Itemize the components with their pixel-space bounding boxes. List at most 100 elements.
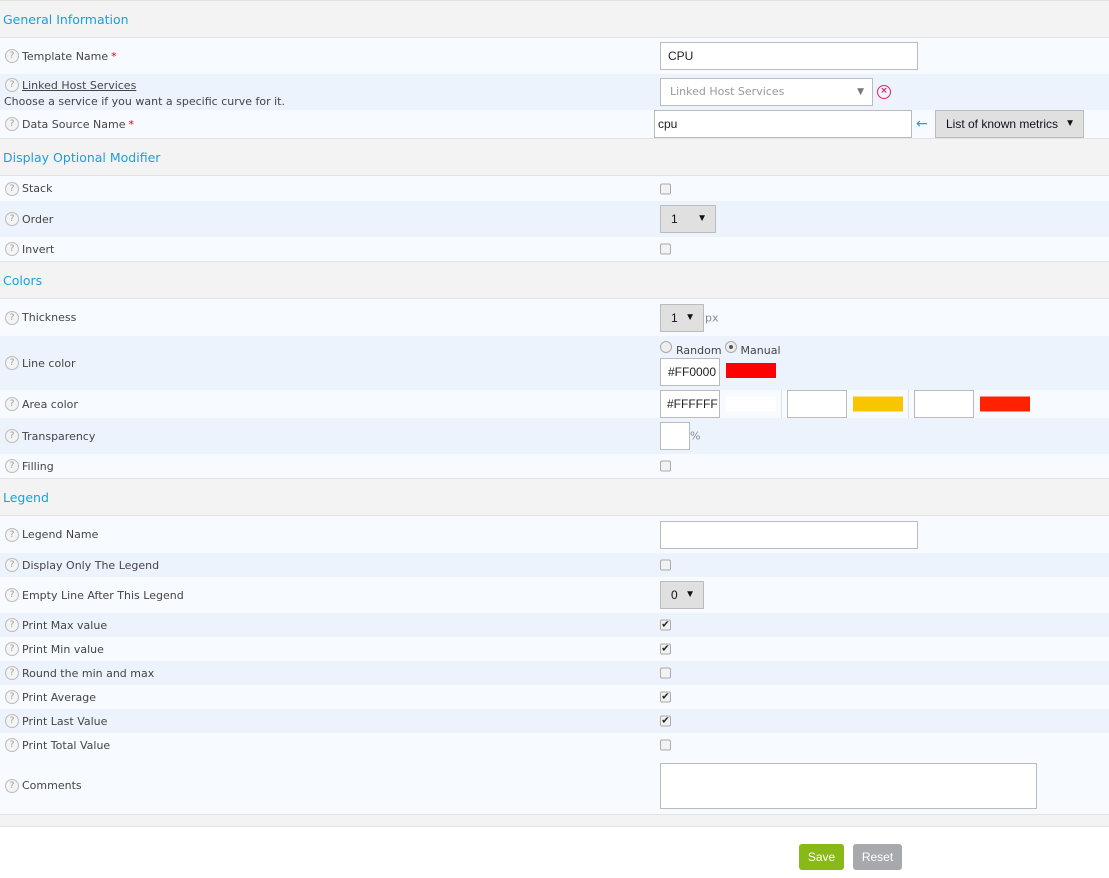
invert-checkbox[interactable] <box>660 243 671 255</box>
row-template-name: ? Template Name * CPU <box>0 38 1109 74</box>
section-display-optional-modifier: Display Optional Modifier <box>0 138 1109 176</box>
known-metrics-select[interactable]: List of known metrics ▼ <box>935 110 1084 138</box>
help-icon[interactable]: ? <box>5 242 19 256</box>
divider <box>908 390 909 418</box>
linked-host-services-select[interactable]: Linked Host Services ▼ <box>660 78 873 106</box>
help-icon[interactable]: ? <box>5 738 19 752</box>
required-mark: * <box>111 49 117 63</box>
label: Area color <box>22 397 78 411</box>
comments-textarea[interactable] <box>660 762 1037 809</box>
empty-line-select[interactable]: 0 ▼ <box>660 581 704 609</box>
help-icon[interactable]: ? <box>5 778 19 793</box>
print-last-checkbox[interactable]: ✔ <box>660 715 671 727</box>
section-general-information: General Information <box>0 0 1109 38</box>
area-color-swatch[interactable] <box>726 396 776 412</box>
label: Data Source Name <box>22 117 126 131</box>
help-icon[interactable]: ? <box>5 459 19 473</box>
print-max-checkbox[interactable]: ✔ <box>660 619 671 631</box>
divider <box>781 390 782 418</box>
caret-down-icon: ▼ <box>697 213 707 224</box>
help-icon[interactable]: ? <box>5 78 19 92</box>
row-print-last: ? Print Last Value ✔ <box>0 709 1109 733</box>
help-icon[interactable]: ? <box>5 49 19 63</box>
linked-host-services-link[interactable]: Linked Host Services <box>22 78 137 92</box>
help-icon[interactable]: ? <box>5 397 19 411</box>
line-color-input[interactable]: #FF0000 <box>660 358 720 386</box>
section-colors: Colors <box>0 261 1109 299</box>
row-invert: ? Invert <box>0 237 1109 261</box>
row-filling: ? Filling <box>0 454 1109 478</box>
label: Print Last Value <box>22 714 108 728</box>
row-thickness: ? Thickness 1 ▼ px <box>0 299 1109 336</box>
transparency-input[interactable] <box>660 422 690 450</box>
label: Print Max value <box>22 618 108 632</box>
row-print-average: ? Print Average ✔ <box>0 685 1109 709</box>
row-line-color: ? Line color Random Manual #FF0000 <box>0 336 1109 390</box>
stack-checkbox[interactable] <box>660 183 671 194</box>
help-icon[interactable]: ? <box>5 642 19 656</box>
caret-down-icon: ▼ <box>685 589 695 600</box>
reset-button[interactable]: Reset <box>853 844 902 870</box>
label: Template Name <box>22 49 109 63</box>
select-value: 1 <box>671 310 678 325</box>
area-color-swatch-3[interactable] <box>980 396 1030 412</box>
help-icon[interactable]: ? <box>5 117 19 131</box>
help-icon[interactable]: ? <box>5 714 19 728</box>
label: Round the min and max <box>22 666 155 680</box>
section-legend: Legend <box>0 478 1109 516</box>
label: Order <box>22 212 54 226</box>
legend-name-input[interactable] <box>660 520 918 549</box>
line-color-swatch[interactable] <box>726 363 776 378</box>
filling-checkbox[interactable] <box>660 460 671 472</box>
arrow-left-icon[interactable]: ← <box>916 116 928 132</box>
save-button[interactable]: Save <box>799 844 844 870</box>
template-name-input[interactable]: CPU <box>660 42 918 70</box>
row-stack: ? Stack <box>0 176 1109 201</box>
manual-radio[interactable] <box>724 341 737 353</box>
random-label: Random <box>676 344 722 357</box>
label: Print Average <box>22 690 96 704</box>
help-icon[interactable]: ? <box>5 666 19 680</box>
display-only-legend-checkbox[interactable] <box>660 559 671 571</box>
area-color-input-3[interactable] <box>914 390 974 418</box>
row-print-min: ? Print Min value ✔ <box>0 637 1109 661</box>
help-icon[interactable]: ? <box>5 558 19 572</box>
row-empty-line: ? Empty Line After This Legend 0 ▼ <box>0 577 1109 613</box>
row-print-max: ? Print Max value ✔ <box>0 613 1109 637</box>
help-icon[interactable]: ? <box>5 212 19 226</box>
row-display-only-legend: ? Display Only The Legend <box>0 553 1109 577</box>
print-total-checkbox[interactable] <box>660 739 671 751</box>
print-average-checkbox[interactable]: ✔ <box>660 691 671 703</box>
help-icon[interactable]: ? <box>5 618 19 632</box>
select-value: List of known metrics <box>946 117 1059 131</box>
data-source-input[interactable]: cpu <box>654 110 912 138</box>
help-icon[interactable]: ? <box>5 588 19 602</box>
print-min-checkbox[interactable]: ✔ <box>660 643 671 655</box>
help-icon[interactable]: ? <box>5 356 19 370</box>
clear-icon[interactable]: × <box>877 85 891 99</box>
unit: px <box>705 311 719 324</box>
thickness-select[interactable]: 1 ▼ <box>660 303 704 332</box>
label: Display Only The Legend <box>22 558 160 572</box>
help-icon[interactable]: ? <box>5 690 19 704</box>
caret-down-icon: ▼ <box>1065 118 1075 129</box>
round-checkbox[interactable] <box>660 667 671 679</box>
row-linked-host-services: ? Linked Host Services Choose a service i… <box>0 74 1109 110</box>
help-icon[interactable]: ? <box>5 429 19 443</box>
description: Choose a service if you want a specific … <box>4 95 285 108</box>
order-select[interactable]: 1 ▼ <box>660 205 716 233</box>
row-order: ? Order 1 ▼ <box>0 201 1109 237</box>
label: Thickness <box>22 311 77 324</box>
help-icon[interactable]: ? <box>5 527 19 542</box>
label: Line color <box>22 356 76 370</box>
help-icon[interactable]: ? <box>5 181 19 196</box>
label: Empty Line After This Legend <box>22 588 184 602</box>
area-color-input-2[interactable] <box>787 390 847 418</box>
area-color-input[interactable]: #FFFFFF <box>660 390 720 418</box>
row-comments: ? Comments <box>0 757 1109 814</box>
help-icon[interactable]: ? <box>5 310 19 325</box>
row-round: ? Round the min and max <box>0 661 1109 685</box>
random-radio[interactable] <box>660 341 672 353</box>
caret-down-icon: ▼ <box>685 311 695 323</box>
area-color-swatch-2[interactable] <box>853 396 903 412</box>
